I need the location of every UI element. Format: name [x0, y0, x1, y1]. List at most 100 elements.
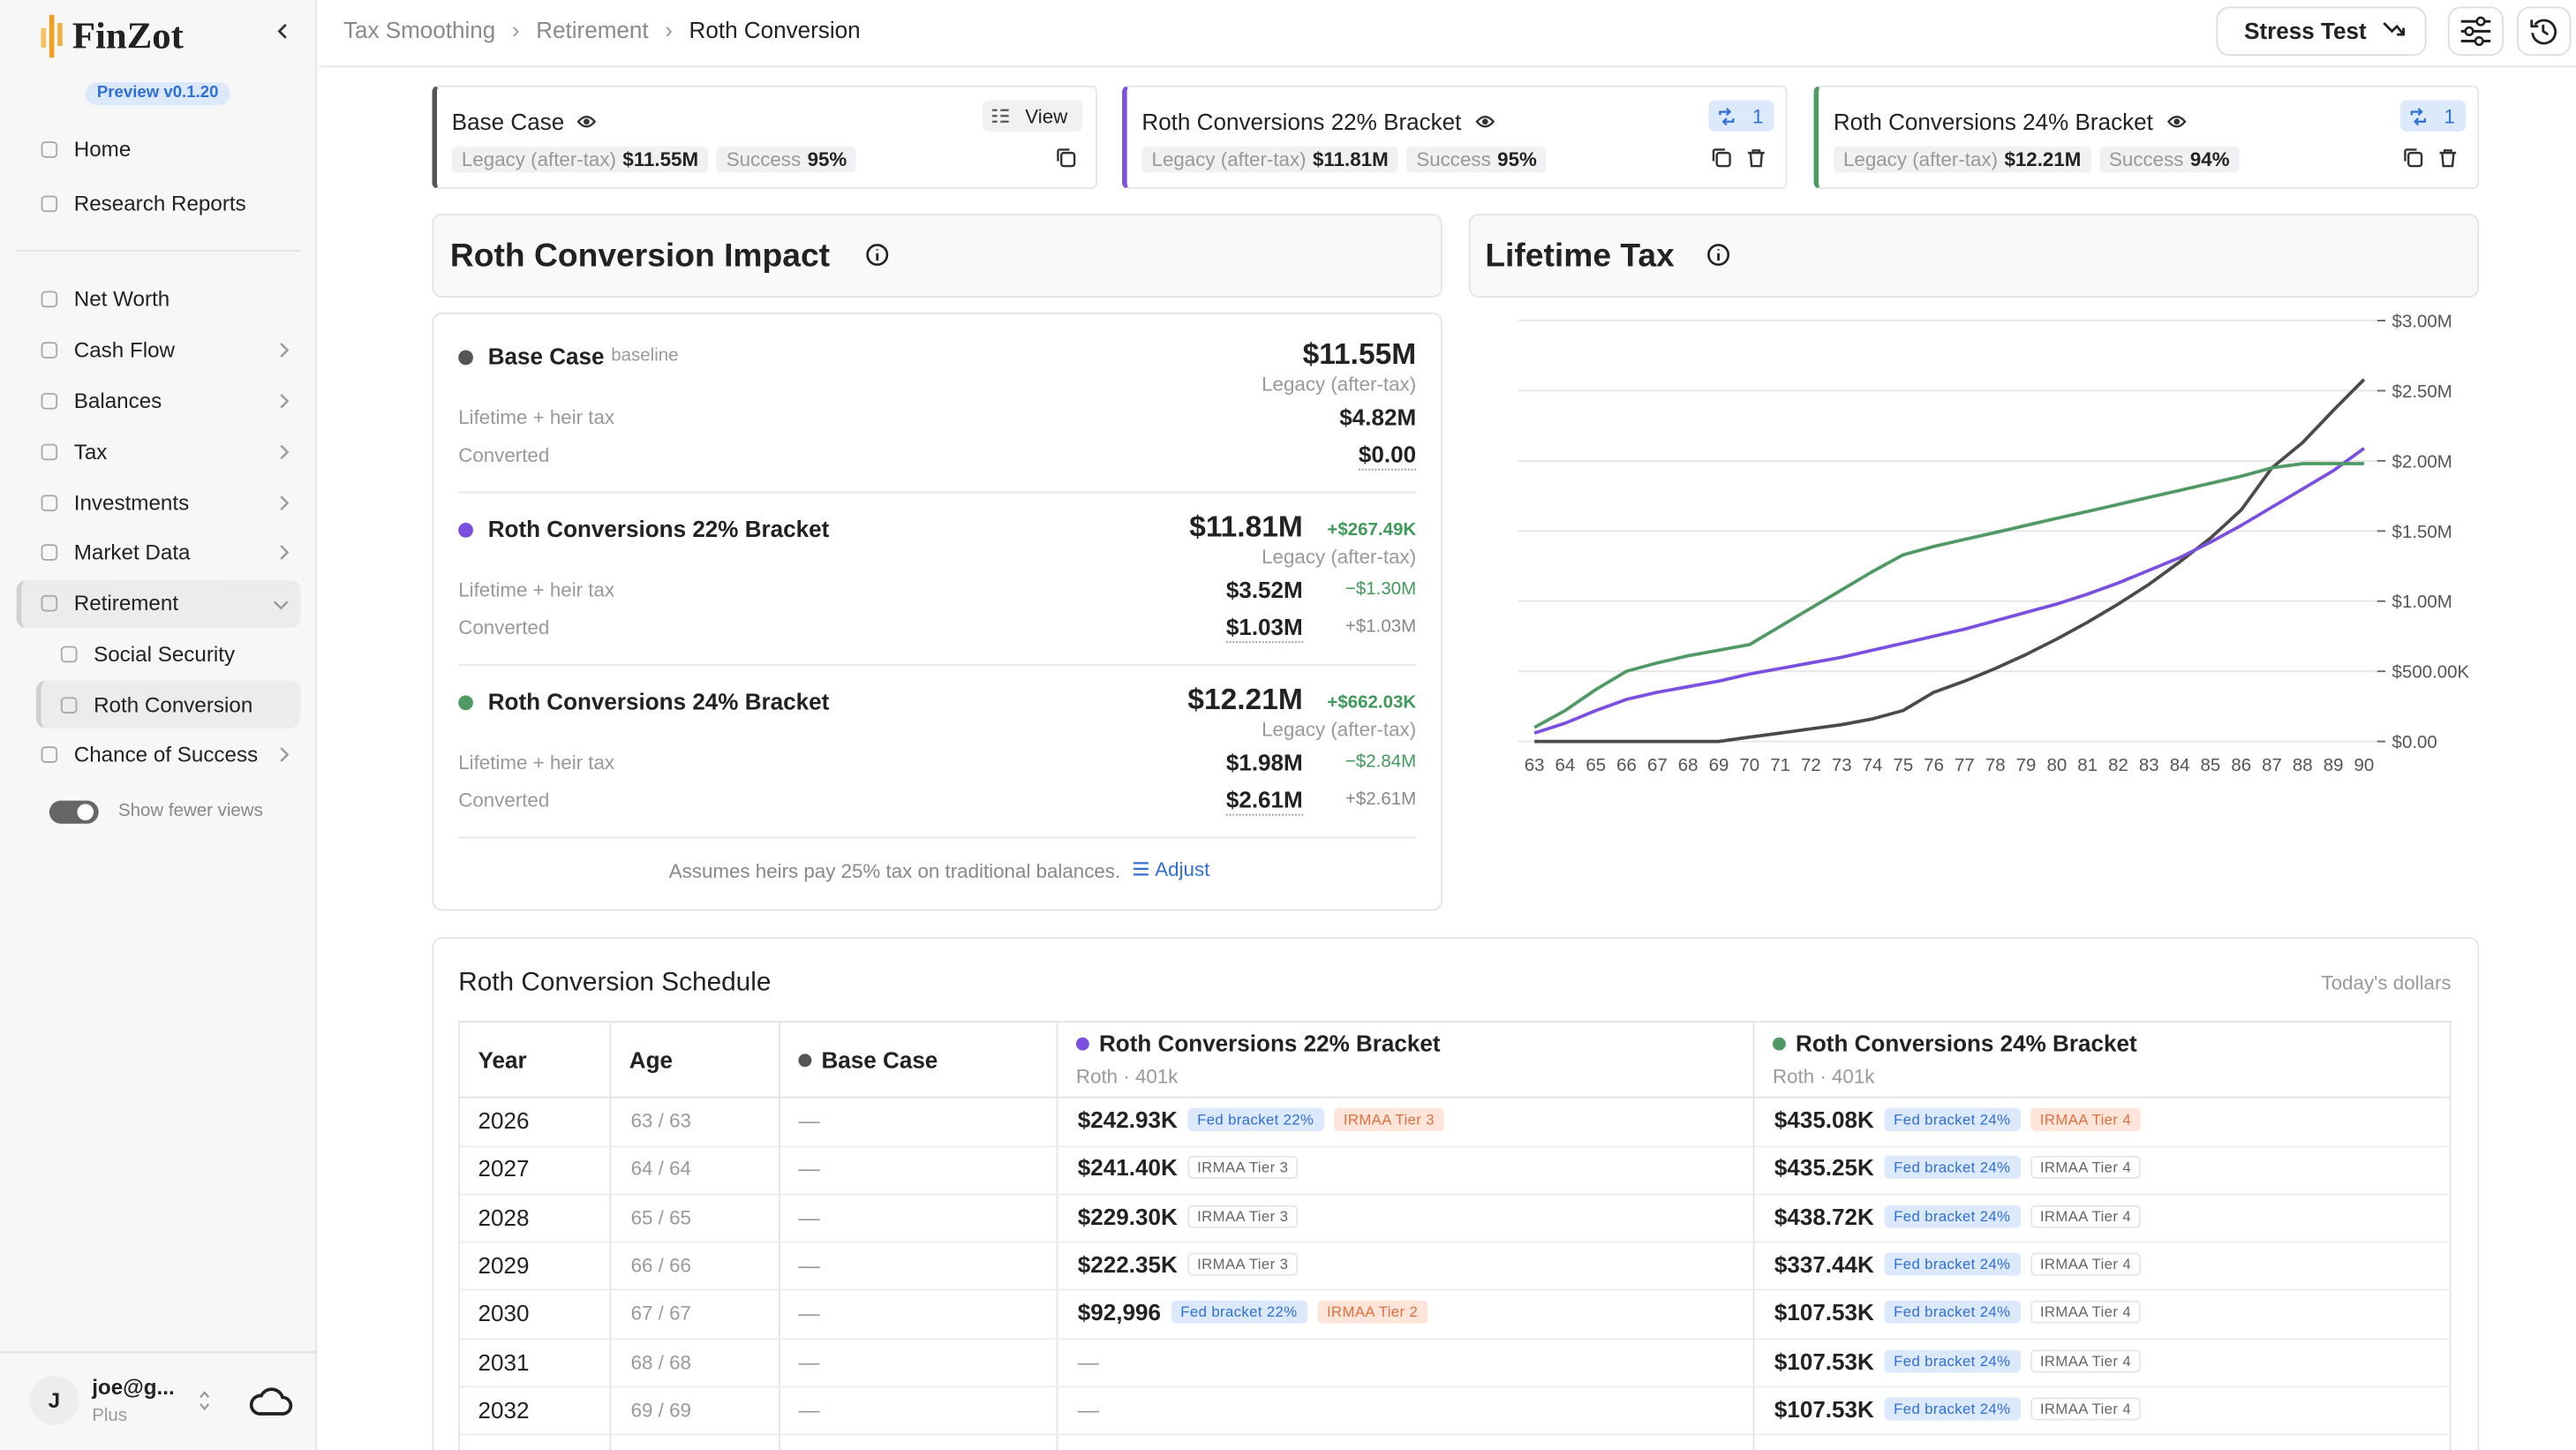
bracket-tag: Fed bracket 24%: [1884, 1252, 2021, 1276]
change-badge: [2399, 100, 2467, 132]
delete-button[interactable]: [2438, 148, 2458, 168]
delete-button[interactable]: [1746, 148, 1766, 168]
bracket-tag: Fed bracket 24%: [1884, 1397, 2021, 1421]
x-tick-label: 72: [1801, 755, 1821, 775]
scenario-header: Base Case: [452, 109, 598, 135]
avatar: [29, 1376, 79, 1426]
row-divider: [458, 1193, 2452, 1196]
year-cell: 2028: [478, 1204, 530, 1230]
nav-item[interactable]: Net Worth: [73, 286, 170, 312]
column-divider: [609, 1021, 612, 1450]
divider: [458, 836, 1417, 839]
scenario-metrics: Legacy (after-tax) $11.55M Success 95%: [451, 145, 865, 175]
view-button[interactable]: [982, 100, 1083, 132]
row-divider: [458, 1337, 2452, 1340]
base-cell: —: [798, 1156, 820, 1182]
nav-icon: [41, 392, 58, 410]
base-cell: —: [798, 1108, 820, 1134]
scenario-name: Roth Conversions 24% Bracket: [487, 688, 830, 715]
scenario-metrics: Legacy (after-tax) $11.81M Success 95%: [1141, 145, 1555, 175]
adjust-link[interactable]: Adjust: [1155, 857, 1210, 881]
duplicate-button[interactable]: [1057, 148, 1076, 168]
legend-dot: [458, 695, 473, 711]
cloud-sync[interactable]: [248, 1385, 293, 1417]
x-tick-label: 80: [2046, 755, 2067, 775]
bracket-tag: IRMAA Tier 4: [2030, 1107, 2142, 1131]
conversion-cell: $92,996 Fed bracket 22% IRMAA Tier 2: [1078, 1299, 1428, 1325]
conversion-cell: $107.53K Fed bracket 24% IRMAA Tier 4: [1774, 1348, 2142, 1373]
visibility-toggle[interactable]: [1474, 113, 1495, 130]
conversion-amount: $438.72K: [1774, 1202, 1874, 1229]
chart-title: Lifetime Tax: [1485, 238, 1675, 275]
converted-value: $1.03M: [1225, 614, 1303, 643]
nav-item[interactable]: Investments: [73, 490, 190, 516]
column-header: Base Case: [821, 1046, 938, 1073]
logo-icon: [41, 14, 63, 58]
adjust-icon: [1134, 862, 1149, 876]
metric-value: 95%: [1497, 147, 1537, 171]
conversion-cell: $241.40K IRMAA Tier 3: [1078, 1154, 1299, 1181]
converted-delta: +$2.61M: [1344, 789, 1417, 810]
sliders-icon: [2460, 16, 2491, 47]
nav-item[interactable]: Tax: [73, 439, 108, 464]
assumption-note: Assumes heirs pay 25% tax on traditional…: [668, 859, 1121, 883]
info-icon[interactable]: [866, 244, 889, 267]
nav-item[interactable]: Market Data: [73, 540, 191, 564]
column-subheader: Roth · 401k: [1772, 1065, 1875, 1089]
year-cell: 2026: [478, 1107, 530, 1134]
x-tick-label: 85: [2201, 755, 2221, 775]
duplicate-button[interactable]: [1712, 148, 1731, 168]
duplicate-button[interactable]: [2404, 148, 2423, 168]
nav-icon: [41, 594, 58, 612]
x-tick-label: 88: [2293, 755, 2313, 775]
breadcrumb-item[interactable]: Retirement: [536, 16, 649, 43]
brand: FinZot: [72, 15, 184, 57]
conversion-cell: $438.72K Fed bracket 24% IRMAA Tier 4: [1774, 1202, 2142, 1229]
change-icon: [2410, 108, 2426, 126]
bracket-tag: IRMAA Tier 3: [1186, 1156, 1299, 1180]
nav-item[interactable]: Home: [73, 136, 132, 162]
breadcrumb-item[interactable]: Tax Smoothing: [343, 16, 496, 43]
metric-label: Success: [726, 147, 802, 171]
nav-subitem[interactable]: Roth Conversion: [94, 692, 253, 718]
nav-icon: [41, 746, 58, 763]
view-label[interactable]: View: [1025, 104, 1068, 128]
nav-item[interactable]: Chance of Success: [73, 741, 259, 767]
visibility-toggle[interactable]: [2166, 113, 2186, 130]
collapse-sidebar[interactable]: [276, 23, 290, 40]
nav-chevron: [280, 393, 290, 409]
nav-chevron: [280, 545, 290, 560]
user-name[interactable]: joe@g...: [92, 1374, 175, 1400]
change-badge: [1708, 100, 1774, 132]
year-cell: 2029: [478, 1251, 530, 1279]
bracket-tag: IRMAA Tier 3: [1186, 1252, 1299, 1276]
legacy-value: $11.55M: [1302, 337, 1417, 371]
visibility-toggle[interactable]: [577, 113, 598, 130]
history-icon: [2530, 19, 2557, 45]
nav-item[interactable]: Retirement: [73, 590, 179, 615]
account-menu[interactable]: [199, 1391, 210, 1411]
age-cell: 66 / 66: [630, 1253, 691, 1277]
nav-icon: [41, 291, 58, 308]
tax-value: $3.52M: [1225, 576, 1303, 603]
scenario-tag: baseline: [611, 345, 679, 366]
nav-subitem[interactable]: Social Security: [94, 641, 236, 667]
impact-header: [432, 214, 1442, 298]
converted-delta: +$1.03M: [1344, 616, 1417, 638]
column-header: Roth Conversions 24% Bracket: [1796, 1030, 2137, 1057]
scenario-name: Base Case: [487, 343, 605, 370]
nav-item[interactable]: Cash Flow: [73, 337, 176, 362]
legacy-value: $11.81M: [1189, 510, 1303, 543]
conversion-cell: $107.53K Fed bracket 24% IRMAA Tier 4: [1774, 1299, 2142, 1325]
nav-item[interactable]: Balances: [73, 388, 162, 413]
nav-item[interactable]: Research Reports: [73, 191, 246, 216]
toggle-label[interactable]: Show fewer views: [117, 801, 263, 821]
stress-test-label[interactable]: Stress Test: [2244, 17, 2367, 44]
legacy-delta: +$662.03K: [1327, 692, 1417, 713]
info-icon[interactable]: [1707, 244, 1730, 267]
bracket-tag: IRMAA Tier 4: [2030, 1252, 2142, 1276]
converted-label: Converted: [458, 789, 550, 812]
empty-cell: —: [1077, 1348, 1099, 1374]
divider: [458, 491, 1417, 494]
